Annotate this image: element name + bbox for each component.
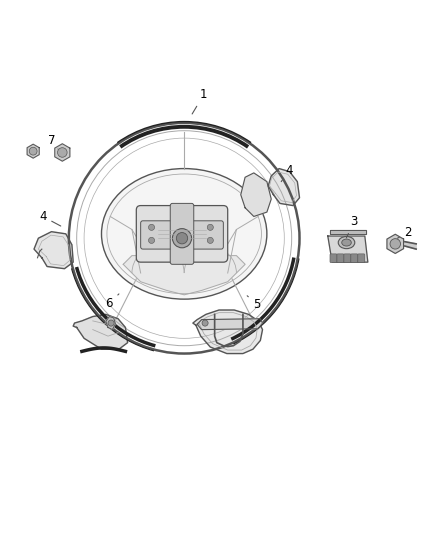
Polygon shape — [241, 173, 271, 216]
Text: 4: 4 — [39, 210, 61, 226]
Circle shape — [29, 147, 37, 155]
FancyBboxPatch shape — [358, 254, 365, 263]
FancyBboxPatch shape — [344, 254, 351, 263]
Polygon shape — [328, 236, 368, 262]
Circle shape — [177, 232, 187, 244]
FancyBboxPatch shape — [330, 254, 337, 263]
Text: 5: 5 — [247, 296, 261, 311]
FancyBboxPatch shape — [351, 254, 358, 263]
Polygon shape — [330, 230, 366, 235]
Ellipse shape — [338, 237, 355, 249]
Text: 6: 6 — [106, 294, 119, 310]
FancyBboxPatch shape — [141, 221, 173, 249]
Polygon shape — [387, 235, 403, 254]
Text: 1: 1 — [192, 88, 208, 114]
Circle shape — [207, 237, 213, 244]
Text: 4: 4 — [281, 164, 293, 182]
Polygon shape — [193, 310, 262, 353]
Polygon shape — [55, 144, 70, 161]
Circle shape — [390, 239, 400, 249]
FancyBboxPatch shape — [170, 204, 194, 264]
Ellipse shape — [102, 168, 267, 299]
Polygon shape — [27, 144, 39, 158]
Ellipse shape — [342, 239, 351, 246]
Circle shape — [207, 224, 213, 230]
FancyBboxPatch shape — [136, 206, 228, 262]
Text: 7: 7 — [48, 134, 58, 149]
Polygon shape — [106, 317, 116, 329]
Circle shape — [148, 224, 155, 230]
Text: 2: 2 — [397, 226, 412, 239]
Polygon shape — [123, 256, 245, 295]
Polygon shape — [268, 168, 300, 206]
FancyBboxPatch shape — [337, 254, 344, 263]
Polygon shape — [73, 314, 127, 349]
Circle shape — [173, 229, 191, 248]
Circle shape — [108, 320, 114, 326]
Circle shape — [77, 131, 292, 346]
Text: 3: 3 — [346, 215, 357, 238]
FancyBboxPatch shape — [191, 221, 223, 249]
Circle shape — [202, 320, 208, 326]
Polygon shape — [405, 241, 416, 249]
Circle shape — [57, 148, 67, 157]
Circle shape — [148, 237, 155, 244]
Polygon shape — [34, 232, 73, 269]
Polygon shape — [197, 319, 262, 329]
